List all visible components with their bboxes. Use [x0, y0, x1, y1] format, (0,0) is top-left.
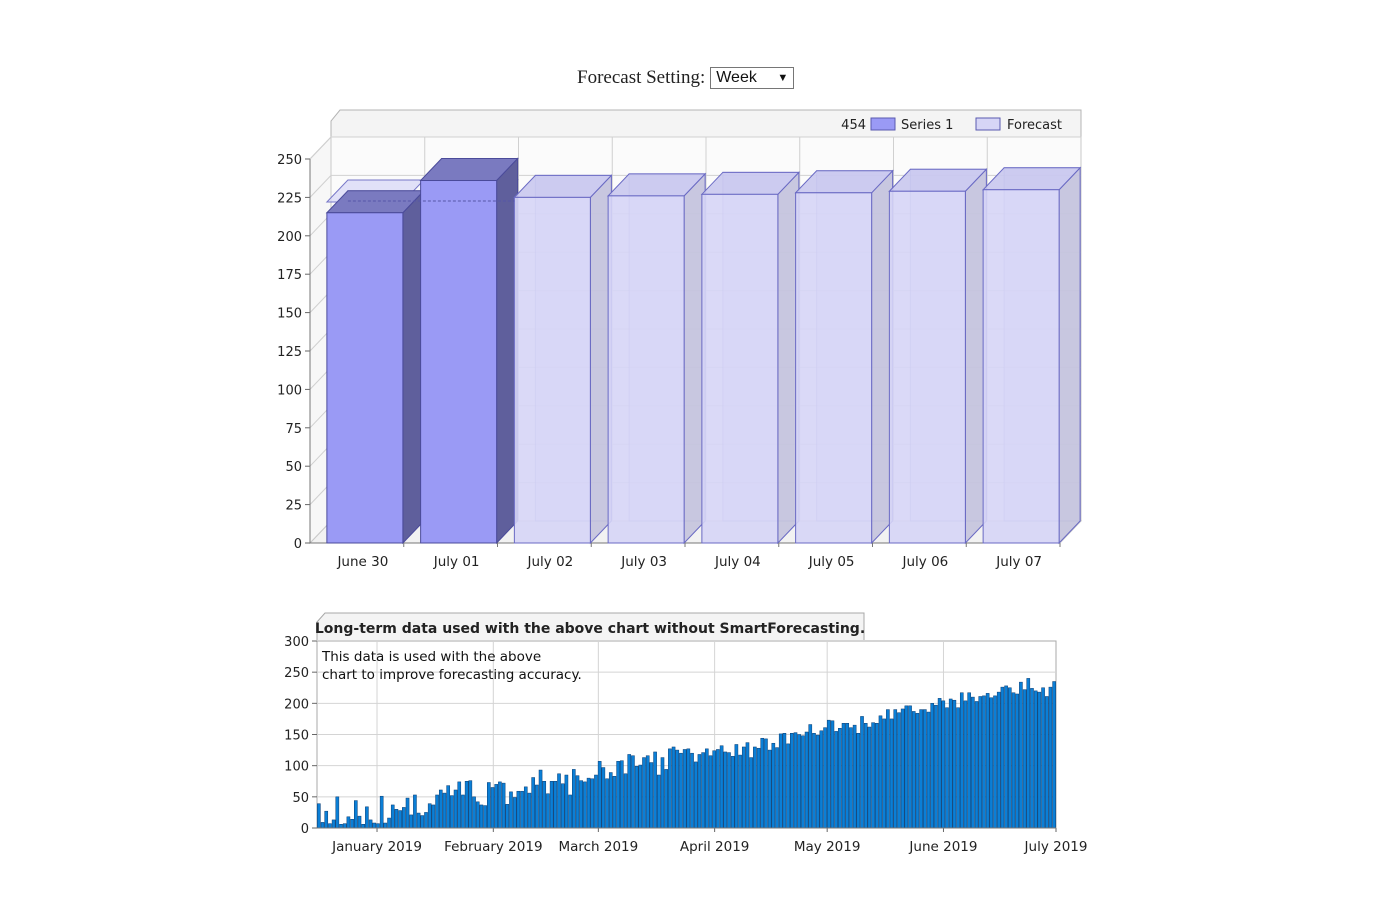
bar-front [420, 180, 498, 544]
x-tick-label: July 05 [808, 554, 855, 570]
forecast-period-select[interactable]: Week ▼ [710, 67, 795, 89]
series1-bar [419, 157, 519, 545]
gridline-side [309, 136, 332, 160]
x-tick-label: July 06 [902, 554, 949, 570]
x-tick-label: July 03 [620, 554, 667, 570]
legend-series1-swatch [870, 117, 896, 131]
bar-front [888, 190, 966, 544]
forecast-bar [606, 172, 707, 545]
x-tick-label: July 04 [714, 554, 761, 570]
series1-bar [325, 189, 426, 545]
y-tick-label: 175 [277, 268, 302, 283]
forecast-bar [513, 174, 613, 545]
bar-front [982, 189, 1060, 544]
x-tick-label: June 30 [336, 554, 388, 570]
forecast-bar [981, 166, 1082, 545]
bar-front [607, 195, 685, 544]
legend-series1-label: Series 1 [901, 118, 953, 133]
legend-forecast-swatch [975, 117, 1001, 131]
bar-front [795, 192, 873, 544]
x-tick-label: July 07 [995, 554, 1042, 570]
forecast-bar [888, 168, 988, 545]
forecast-setting: Forecast Setting: Week ▼ [577, 66, 795, 90]
x-tick-label: July 01 [433, 554, 480, 570]
gridline-side [309, 175, 332, 198]
bar-front [513, 196, 591, 544]
forecast-period-value: Week [716, 69, 757, 86]
y-tick-label: 75 [285, 422, 302, 437]
y-tick-label: 25 [285, 499, 302, 514]
chevron-down-icon: ▼ [777, 72, 789, 84]
bar-front [701, 193, 779, 544]
chart-legend: 454 Series 1 Forecast [330, 109, 1082, 139]
y-tick-label: 150 [277, 307, 302, 322]
forecast-bar [700, 171, 801, 545]
y-tick-label: 50 [285, 460, 302, 475]
x-tick-label: July 02 [527, 554, 574, 570]
legend-total: 454 [841, 118, 866, 133]
y-tick-label: 125 [277, 345, 302, 360]
y-tick-label: 100 [277, 383, 302, 398]
bar-side [1058, 166, 1081, 545]
forecast-bar [794, 169, 894, 545]
forecast-setting-label: Forecast Setting: [577, 67, 706, 88]
y-tick-label: 225 [277, 191, 302, 206]
bar-front [326, 212, 404, 544]
y-tick-label: 250 [277, 153, 302, 168]
legend-forecast-label: Forecast [1007, 118, 1062, 133]
y-tick-label: 0 [294, 537, 302, 552]
y-tick-label: 200 [277, 230, 302, 245]
